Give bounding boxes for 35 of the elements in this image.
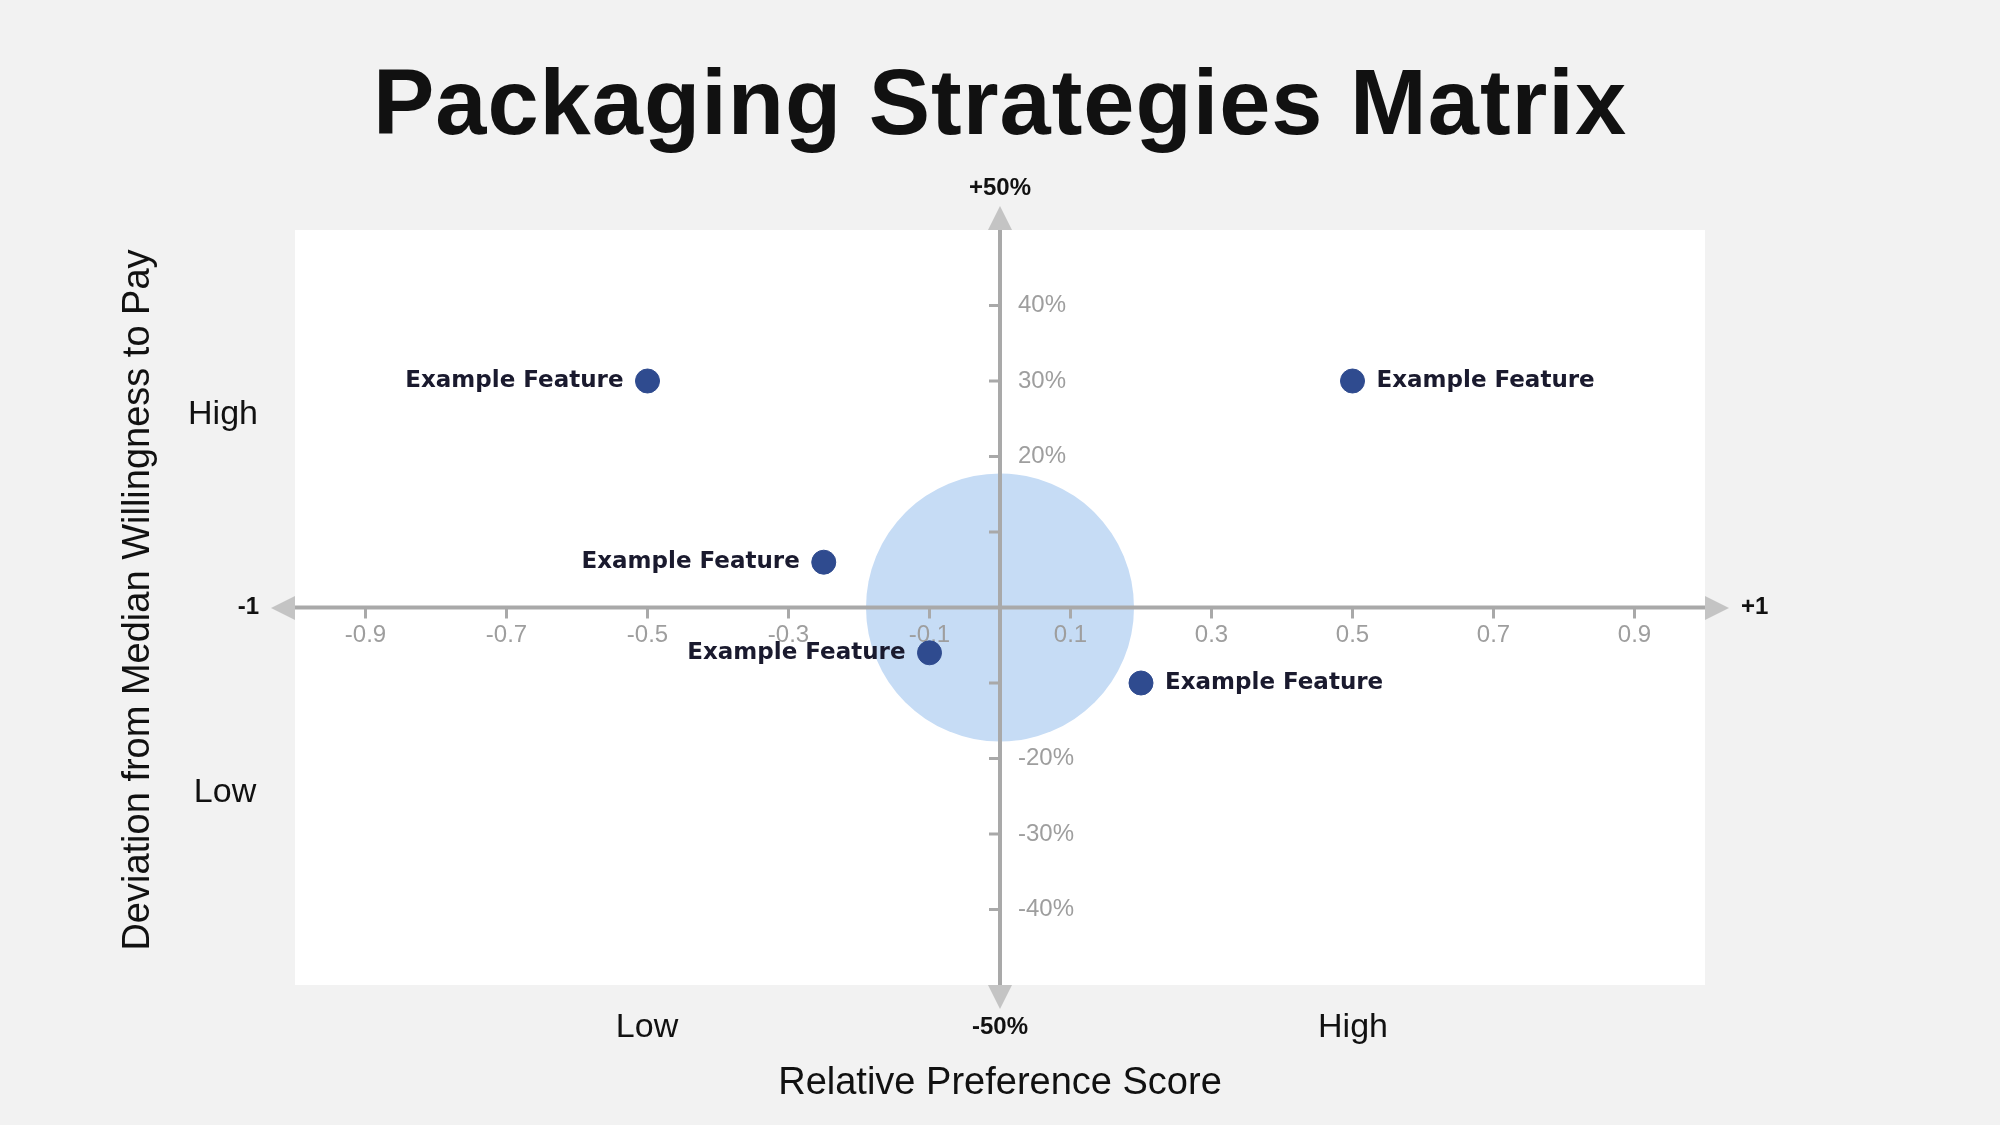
x-tick-label: 0.7 (1476, 620, 1511, 648)
y-tick-label: 30% (1018, 365, 1067, 393)
x-tick-label: -0.7 (485, 620, 528, 648)
text: -50% (971, 1011, 1029, 1039)
x-axis-title: Relative Preference Score (777, 1060, 1223, 1103)
text: +1 (1741, 592, 1769, 620)
text: +50% (968, 172, 1032, 200)
annotation: Example Feature (1165, 667, 1384, 694)
point (635, 368, 660, 394)
x-tick-label: 0.3 (1194, 620, 1229, 648)
text: High (188, 393, 258, 432)
annotation: Example Feature (581, 547, 800, 574)
point (917, 640, 942, 666)
x-tick-label: -0.9 (344, 620, 387, 648)
point (811, 549, 837, 575)
text: High (1318, 1006, 1388, 1045)
point (1340, 368, 1365, 394)
y-tick-label: 20% (1018, 441, 1067, 469)
y-tick-label: -40% (1018, 894, 1075, 922)
x-tick-label: -0.1 (908, 620, 951, 648)
y-tick-label: -20% (1018, 743, 1075, 771)
point (1128, 670, 1154, 696)
x-tick-label: 0.1 (1053, 620, 1088, 648)
y-tick-label: -30% (1018, 818, 1075, 846)
y-tick-label: 40% (1018, 290, 1067, 318)
chart-title: Packaging Strategies Matrix (371, 50, 1629, 155)
text: Low (193, 771, 257, 810)
annotation: Example Feature (405, 365, 624, 392)
text: Low (615, 1006, 679, 1045)
annotation: Example Feature (1376, 365, 1595, 392)
text: -1 (237, 592, 259, 620)
x-tick-label: 0.5 (1335, 620, 1370, 648)
x-tick-label: -0.5 (626, 620, 669, 648)
y-axis-title: Deviation from Median Willingness to Pay (114, 249, 158, 951)
x-tick-label: 0.9 (1617, 620, 1652, 648)
